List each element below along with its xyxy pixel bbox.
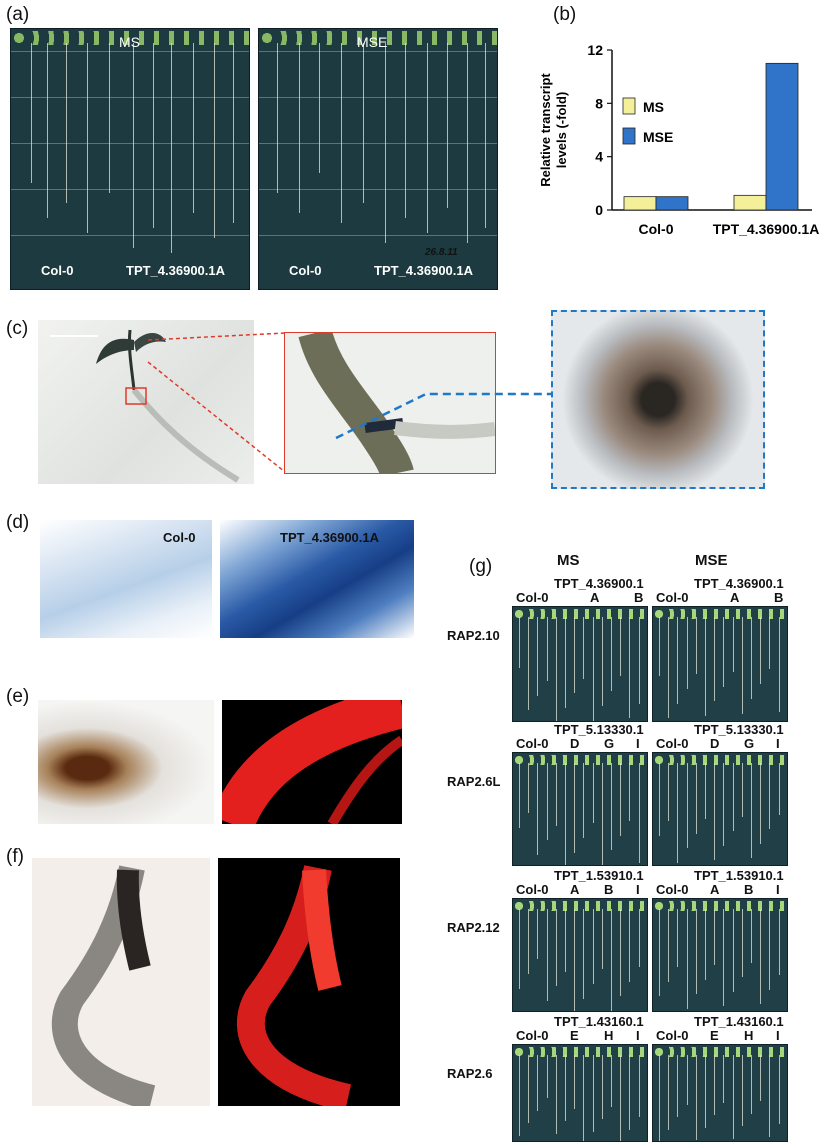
plate-mse-genotype-mutant: TPT_4.36900.1A	[374, 263, 474, 278]
g-col0-label: Col-0	[516, 736, 549, 751]
g-col0-label: Col-0	[656, 590, 689, 605]
seedlings	[11, 31, 249, 45]
g-line-letter: E	[710, 1028, 719, 1043]
y-tick-label: 12	[587, 42, 603, 58]
g-row-gene-label: RAP2.6L	[447, 774, 501, 789]
g-plate-mse	[652, 606, 788, 722]
y-axis-label: levels (-fold)	[554, 92, 569, 169]
legend-swatch	[622, 97, 636, 115]
plate-ms-label: MS	[119, 34, 140, 50]
g-line-letter: A	[710, 882, 720, 897]
transcript-bar-chart: 0 4 8 12 Relative transcript levels (-fold) Co…	[538, 42, 820, 237]
bar-ms-1	[733, 194, 767, 211]
g-plate-mse	[652, 898, 788, 1012]
g-col0-label: Col-0	[516, 590, 549, 605]
g-col0-label: Col-0	[656, 1028, 689, 1043]
handwriting: 26.8.11	[425, 247, 458, 258]
g-plate-mse	[652, 1044, 788, 1142]
root-brightfield-photo	[38, 700, 214, 824]
x-tick-label: Col-0	[639, 221, 674, 237]
g-line-letter: B	[744, 882, 754, 897]
g-line-letter: B	[774, 590, 784, 605]
g-plate-ms	[512, 898, 648, 1012]
g-line-letter: H	[604, 1028, 614, 1043]
root-tip-fluorescence-photo	[218, 858, 400, 1106]
y-axis-label: Relative transcript	[538, 73, 553, 187]
panel-f-label: (f)	[6, 846, 24, 867]
g-col0-label: Col-0	[656, 736, 689, 751]
root-tip-brightfield-photo	[32, 858, 210, 1106]
plate-ms: MS Col-0 TPT_4.36900.1A	[10, 28, 250, 290]
g-plate-ms	[512, 752, 648, 866]
panel-b-label: (b)	[553, 4, 577, 25]
panel-g-label: (g)	[469, 556, 493, 577]
g-line-letter: A	[730, 590, 740, 605]
panel-e-label: (e)	[6, 686, 30, 707]
gus-col0-photo: Col-0	[40, 520, 212, 638]
plate-ms-genotype-col0: Col-0	[41, 263, 74, 278]
x-tick-label: TPT_4.36900.1A	[713, 221, 820, 237]
seedling-photo	[38, 320, 254, 484]
legend-swatch	[622, 127, 636, 145]
plate-mse: MSE 26.8.11 Col-0 TPT_4.36900.1A	[258, 28, 498, 290]
plate-mse-genotype-col0: Col-0	[289, 263, 322, 278]
g-header-ms: MS	[557, 552, 580, 569]
seedlings	[259, 31, 497, 45]
g-line-letter: G	[744, 736, 755, 751]
g-row-gene-label: RAP2.12	[447, 920, 500, 935]
y-tick-label: 0	[595, 202, 603, 218]
g-line-id: TPT_1.53910.1	[694, 868, 784, 883]
g-line-letter: I	[636, 882, 640, 897]
g-line-id: TPT_1.43160.1	[694, 1014, 784, 1029]
g-col0-label: Col-0	[516, 882, 549, 897]
panel-c-label: (c)	[6, 318, 29, 339]
bar-mse-0	[655, 196, 689, 211]
g-line-letter: E	[570, 1028, 579, 1043]
y-tick-label: 4	[595, 149, 603, 165]
g-header-mse: MSE	[695, 552, 728, 569]
cross-section-photo	[551, 310, 765, 489]
legend-label: MS	[643, 99, 664, 115]
gus-mutant-label: TPT_4.36900.1A	[280, 530, 380, 545]
g-line-letter: B	[604, 882, 614, 897]
g-line-id: TPT_5.13330.1	[694, 722, 784, 737]
g-col0-label: Col-0	[516, 1028, 549, 1043]
gus-col0-label: Col-0	[163, 530, 196, 545]
gus-mutant-photo: TPT_4.36900.1A	[220, 520, 414, 638]
g-line-letter: I	[776, 882, 780, 897]
g-line-id: TPT_1.53910.1	[554, 868, 644, 883]
g-line-id: TPT_5.13330.1	[554, 722, 644, 737]
g-line-letter: B	[634, 590, 644, 605]
g-line-letter: I	[776, 1028, 780, 1043]
g-plate-mse	[652, 752, 788, 866]
bar-mse-1	[765, 62, 799, 211]
g-line-letter: I	[776, 736, 780, 751]
g-plate-ms	[512, 1044, 648, 1142]
panel-a-label: (a)	[6, 4, 30, 25]
g-line-letter: D	[710, 736, 720, 751]
g-line-letter: A	[590, 590, 600, 605]
plate-ms-genotype-mutant: TPT_4.36900.1A	[126, 263, 226, 278]
zoom-red-photo	[284, 332, 496, 474]
g-line-letter: D	[570, 736, 580, 751]
g-line-letter: I	[636, 1028, 640, 1043]
g-row-gene-label: RAP2.6	[447, 1066, 493, 1081]
y-tick-label: 8	[595, 95, 603, 111]
legend-label: MSE	[643, 129, 673, 145]
bar-ms-0	[623, 196, 657, 211]
g-line-letter: G	[604, 736, 615, 751]
g-line-letter: I	[636, 736, 640, 751]
g-plate-ms	[512, 606, 648, 722]
g-col0-label: Col-0	[656, 882, 689, 897]
zoom-connectors	[147, 332, 552, 473]
panel-d-label: (d)	[6, 512, 30, 533]
g-line-id: TPT_4.36900.1	[554, 576, 644, 591]
g-line-letter: A	[570, 882, 580, 897]
plate-mse-label: MSE	[357, 34, 388, 50]
root-fluorescence-photo	[222, 700, 402, 824]
g-row-gene-label: RAP2.10	[447, 628, 500, 643]
g-line-id: TPT_4.36900.1	[694, 576, 784, 591]
g-line-letter: H	[744, 1028, 754, 1043]
g-line-id: TPT_1.43160.1	[554, 1014, 644, 1029]
